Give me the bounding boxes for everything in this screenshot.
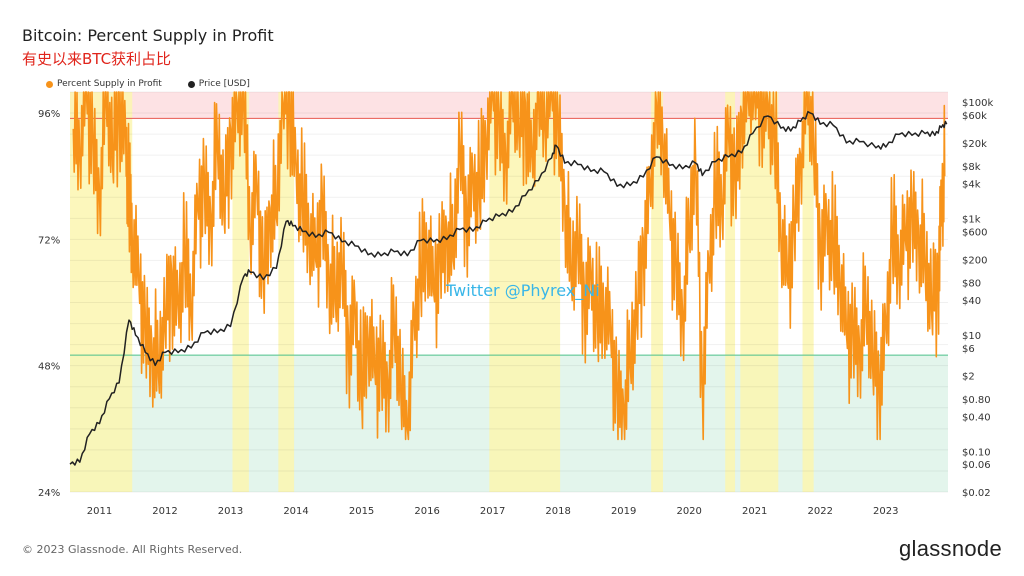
legend-label-supply: Percent Supply in Profit (57, 79, 162, 89)
x-tick-label: 2011 (87, 506, 112, 517)
right-tick-label: $600 (962, 228, 987, 239)
x-tick-label: 2012 (152, 506, 177, 517)
x-tick-label: 2017 (480, 506, 505, 517)
right-tick-label: $80 (962, 278, 981, 289)
supply-line (72, 91, 946, 441)
left-axis: 24% 48% 72% 96% (38, 109, 60, 499)
right-tick-label: $0.80 (962, 395, 991, 406)
right-tick-label: $0.02 (962, 488, 991, 499)
right-tick-label: $6 (962, 344, 975, 355)
right-tick-label: $10 (962, 331, 981, 342)
right-tick-label: $0.06 (962, 460, 991, 471)
supply-series (72, 91, 946, 441)
left-tick-label: 96% (38, 109, 60, 120)
right-tick-label: $2 (962, 372, 975, 383)
x-tick-label: 2021 (742, 506, 767, 517)
legend-dot-price (187, 80, 195, 88)
right-tick-label: $100k (962, 98, 993, 109)
glassnode-logo: glassnode (899, 536, 1002, 561)
x-tick-label: 2023 (873, 506, 898, 517)
highlight-band-4 (651, 92, 663, 492)
legend-label-price: Price [USD] (198, 79, 250, 89)
left-tick-label: 72% (38, 235, 60, 246)
right-tick-label: $200 (962, 255, 987, 266)
legend-dot-supply (46, 80, 53, 88)
x-tick-label: 2019 (611, 506, 636, 517)
legend-item-price[interactable]: Price [USD] (187, 79, 250, 89)
right-tick-label: $4k (962, 180, 981, 191)
highlight-band-7 (802, 92, 814, 492)
x-tick-label: 2016 (414, 506, 439, 517)
right-tick-label: $20k (962, 139, 987, 150)
x-tick-label: 2014 (283, 506, 308, 517)
right-tick-label: $60k (962, 111, 987, 122)
price-line (69, 110, 948, 466)
highlight-band-1 (232, 92, 249, 492)
legend: Percent Supply in Profit Price [USD] (46, 79, 250, 89)
right-tick-label: $1k (962, 215, 981, 226)
x-tick-label: 2013 (218, 506, 243, 517)
watermark: Twitter @Phyrex_Ni (445, 281, 600, 301)
right-tick-label: $40 (962, 296, 981, 307)
right-tick-label: $0.10 (962, 447, 991, 458)
x-tick-label: 2022 (808, 506, 833, 517)
chart-subtitle: 有史以来BTC获利占比 (22, 50, 172, 68)
legend-item-supply[interactable]: Percent Supply in Profit (46, 79, 162, 89)
x-axis: 2011 2012 2013 2014 2015 2016 2017 2018 2019 2020… (87, 506, 899, 517)
highlight-band-5 (725, 92, 736, 492)
x-tick-label: 2015 (349, 506, 374, 517)
left-tick-label: 48% (38, 362, 60, 373)
copyright-footer: © 2023 Glassnode. All Rights Reserved. (22, 543, 243, 556)
x-tick-label: 2018 (545, 506, 570, 517)
right-tick-label: $0.40 (962, 412, 991, 423)
x-tick-label: 2020 (676, 506, 701, 517)
right-tick-label: $8k (962, 162, 981, 173)
left-tick-label: 24% (38, 488, 60, 499)
price-series (69, 110, 948, 466)
highlight-band-2 (278, 92, 295, 492)
chart-title: Bitcoin: Percent Supply in Profit (22, 26, 274, 45)
right-axis: $0.02 $0.06 $0.10 $0.40 $0.80 $2 $6 $10 $40 $80 $2… (962, 98, 993, 499)
highlight-band-3 (489, 92, 561, 492)
